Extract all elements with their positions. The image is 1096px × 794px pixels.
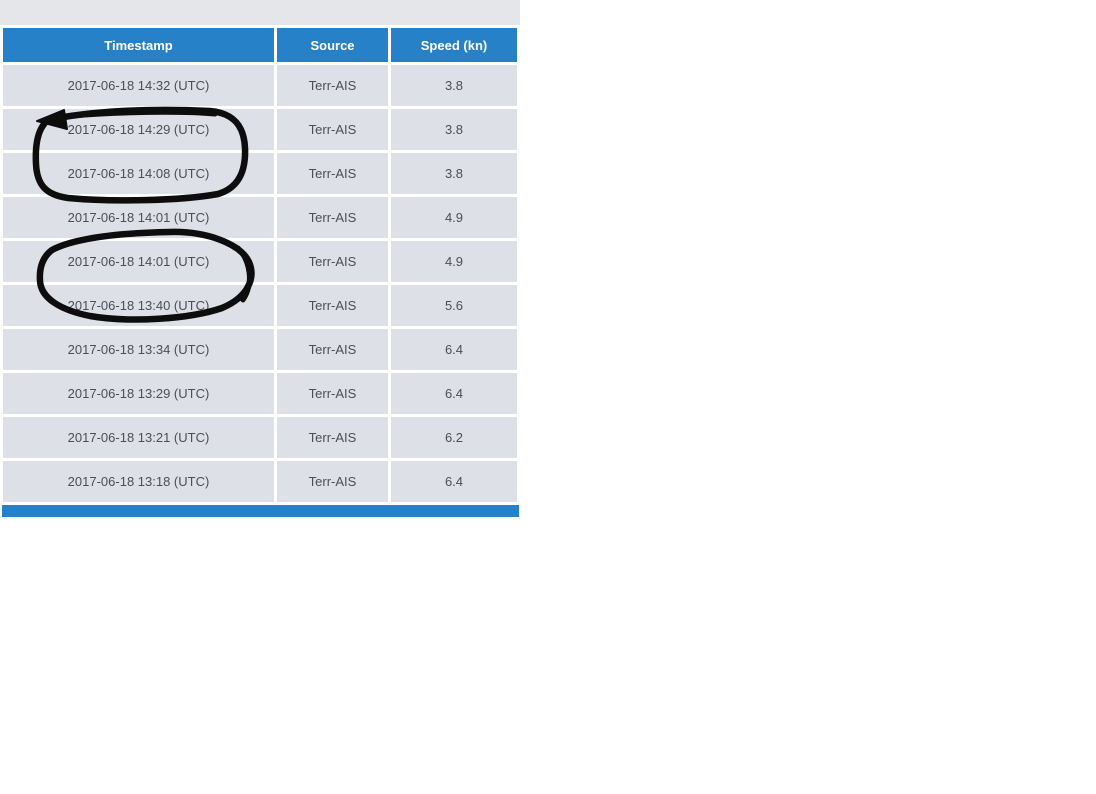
column-header-speed: Speed (kn)	[391, 28, 517, 62]
table-row: 2017-06-18 13:40 (UTC) Terr-AIS 5.6	[3, 285, 517, 326]
speed-cell: 3.8	[391, 109, 517, 150]
speed-cell: 3.8	[391, 65, 517, 106]
column-header-source: Source	[277, 28, 388, 62]
timestamp-cell: 2017-06-18 14:01 (UTC)	[3, 197, 274, 238]
source-cell: Terr-AIS	[277, 329, 388, 370]
speed-cell: 4.9	[391, 197, 517, 238]
timestamp-cell: 2017-06-18 14:08 (UTC)	[3, 153, 274, 194]
timestamp-cell: 2017-06-18 13:40 (UTC)	[3, 285, 274, 326]
source-cell: Terr-AIS	[277, 373, 388, 414]
timestamp-cell: 2017-06-18 13:18 (UTC)	[3, 461, 274, 502]
table-row: 2017-06-18 13:21 (UTC) Terr-AIS 6.2	[3, 417, 517, 458]
table-row: 2017-06-18 13:34 (UTC) Terr-AIS 6.4	[3, 329, 517, 370]
table-row: 2017-06-18 14:32 (UTC) Terr-AIS 3.8	[3, 65, 517, 106]
table-row: 2017-06-18 13:18 (UTC) Terr-AIS 6.4	[3, 461, 517, 502]
table-row: 2017-06-18 14:01 (UTC) Terr-AIS 4.9	[3, 241, 517, 282]
column-header-timestamp: Timestamp	[3, 28, 274, 62]
table-row: 2017-06-18 14:29 (UTC) Terr-AIS 3.8	[3, 109, 517, 150]
vessel-track-table: Timestamp Source Speed (kn) 2017-06-18 1…	[0, 25, 520, 505]
table-row: 2017-06-18 13:29 (UTC) Terr-AIS 6.4	[3, 373, 517, 414]
speed-cell: 5.6	[391, 285, 517, 326]
speed-cell: 6.4	[391, 329, 517, 370]
table-row: 2017-06-18 14:08 (UTC) Terr-AIS 3.8	[3, 153, 517, 194]
timestamp-cell: 2017-06-18 14:01 (UTC)	[3, 241, 274, 282]
table-top-strip	[0, 0, 520, 25]
source-cell: Terr-AIS	[277, 241, 388, 282]
source-cell: Terr-AIS	[277, 197, 388, 238]
timestamp-cell: 2017-06-18 13:29 (UTC)	[3, 373, 274, 414]
source-cell: Terr-AIS	[277, 417, 388, 458]
speed-cell: 4.9	[391, 241, 517, 282]
speed-cell: 6.2	[391, 417, 517, 458]
source-cell: Terr-AIS	[277, 65, 388, 106]
table-row: 2017-06-18 14:01 (UTC) Terr-AIS 4.9	[3, 197, 517, 238]
source-cell: Terr-AIS	[277, 285, 388, 326]
source-cell: Terr-AIS	[277, 461, 388, 502]
table-bottom-scrollbar[interactable]	[2, 505, 519, 517]
timestamp-cell: 2017-06-18 14:29 (UTC)	[3, 109, 274, 150]
speed-cell: 6.4	[391, 373, 517, 414]
speed-cell: 6.4	[391, 461, 517, 502]
speed-cell: 3.8	[391, 153, 517, 194]
timestamp-cell: 2017-06-18 14:32 (UTC)	[3, 65, 274, 106]
timestamp-cell: 2017-06-18 13:34 (UTC)	[3, 329, 274, 370]
table-header-row: Timestamp Source Speed (kn)	[3, 28, 517, 62]
source-cell: Terr-AIS	[277, 153, 388, 194]
timestamp-cell: 2017-06-18 13:21 (UTC)	[3, 417, 274, 458]
source-cell: Terr-AIS	[277, 109, 388, 150]
